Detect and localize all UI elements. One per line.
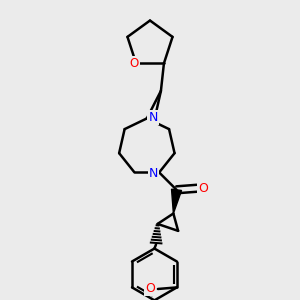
Text: N: N [149, 167, 158, 180]
Text: N: N [148, 111, 158, 124]
Text: O: O [145, 283, 155, 296]
Text: O: O [198, 182, 208, 195]
Polygon shape [172, 189, 182, 214]
Text: O: O [130, 57, 139, 70]
